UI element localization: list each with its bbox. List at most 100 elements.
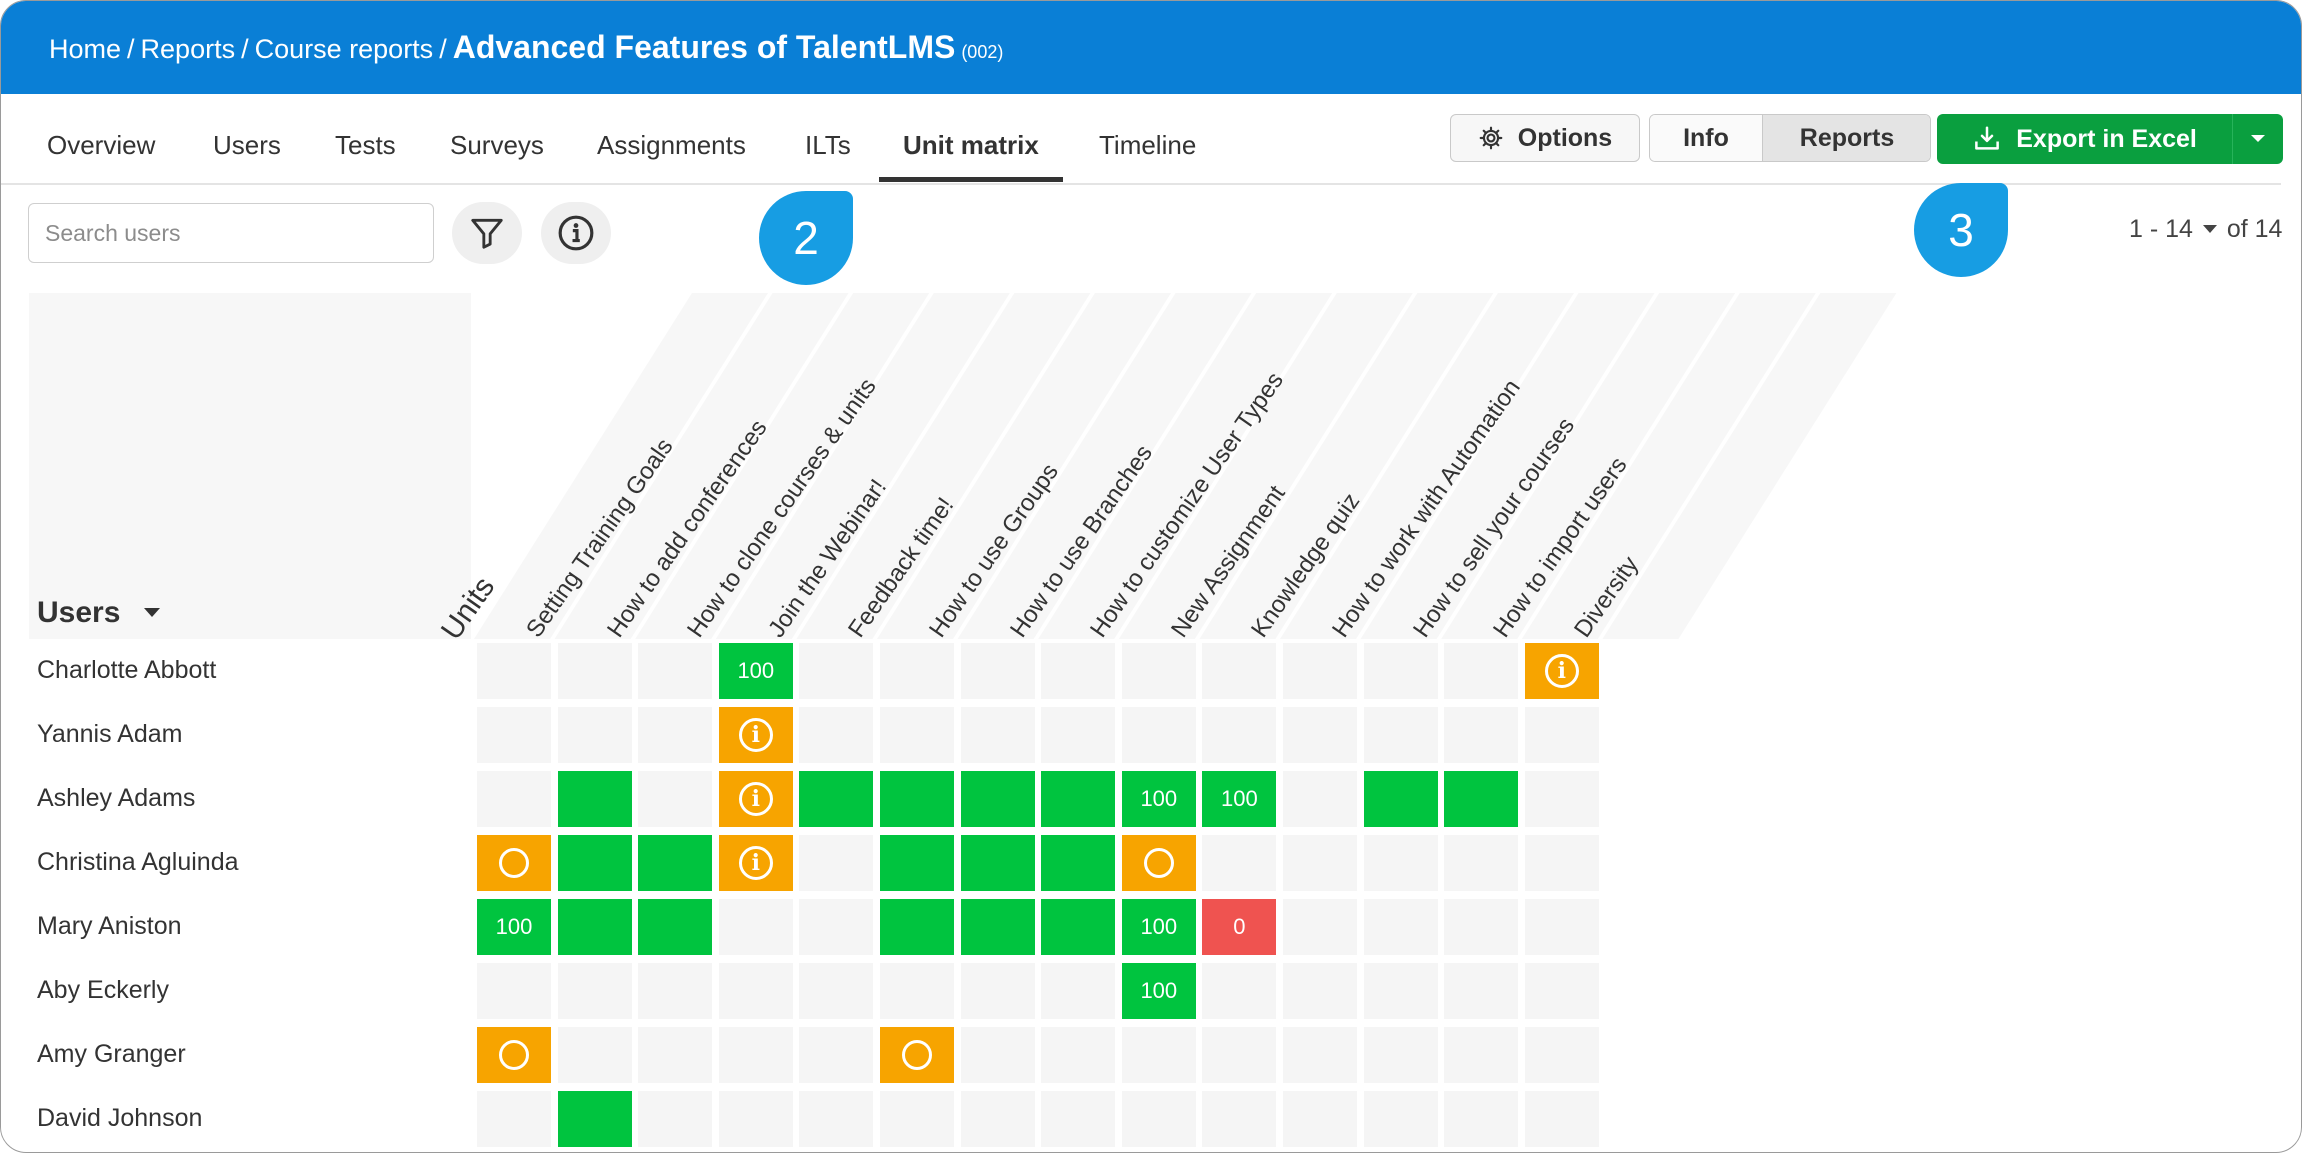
matrix-cell (1283, 643, 1357, 699)
search-input[interactable] (28, 203, 434, 263)
tab-ilts[interactable]: ILTs (805, 130, 851, 160)
export-excel-button[interactable]: Export in Excel (1937, 114, 2234, 164)
user-name-christina-agluinda[interactable]: Christina Agluinda (37, 848, 239, 876)
matrix-cell-score: 100 (495, 914, 533, 939)
matrix-cell[interactable]: 100 (477, 899, 551, 955)
filter-icon (471, 218, 503, 249)
matrix-cell (1444, 1091, 1519, 1147)
matrix-cell (1121, 707, 1196, 763)
matrix-cell (638, 1027, 713, 1083)
matrix-cell[interactable] (638, 835, 713, 891)
matrix-cell[interactable]: 100 (1121, 963, 1196, 1019)
legend-info-button[interactable] (541, 202, 611, 264)
matrix-cell[interactable] (880, 1027, 954, 1083)
matrix-cell (880, 643, 954, 699)
pagination[interactable]: 1 - 14 of 14 (2129, 215, 2282, 244)
matrix-cell[interactable] (960, 899, 1035, 955)
matrix-cell[interactable] (960, 835, 1035, 891)
tab-surveys[interactable]: Surveys (450, 130, 544, 160)
user-name-ashley-adams[interactable]: Ashley Adams (37, 784, 196, 812)
matrix-cell[interactable] (880, 835, 954, 891)
page-title: Advanced Features of TalentLMS (452, 29, 956, 65)
tab-assignments[interactable]: Assignments (597, 130, 746, 160)
matrix-cell[interactable] (880, 899, 954, 955)
matrix-cell[interactable]: i (718, 771, 793, 827)
export-label: Export in Excel (2016, 124, 2197, 153)
users-sort-header[interactable]: Users (37, 596, 161, 630)
matrix-cell (1524, 899, 1599, 955)
matrix-cell[interactable]: 0 (1202, 899, 1277, 955)
matrix-cell[interactable]: 100 (1121, 771, 1196, 827)
tab-users[interactable]: Users (213, 130, 281, 160)
matrix-cell (1202, 963, 1277, 1019)
gear-icon (1479, 126, 1503, 150)
matrix-cell[interactable] (557, 899, 632, 955)
matrix-cell[interactable]: 100 (1121, 899, 1196, 955)
user-name-amy-granger[interactable]: Amy Granger (37, 1040, 186, 1068)
tab-overview[interactable]: Overview (47, 130, 156, 160)
user-name-charlotte-abbott[interactable]: Charlotte Abbott (37, 656, 217, 684)
tab-timeline[interactable]: Timeline (1099, 130, 1197, 160)
matrix-cell (1041, 643, 1116, 699)
matrix-cell[interactable] (477, 1027, 551, 1083)
matrix-cell (799, 899, 874, 955)
matrix-cell[interactable] (477, 835, 551, 891)
matrix-cell-score: 0 (1233, 914, 1246, 939)
matrix-cell (477, 707, 551, 763)
matrix-cell (638, 643, 713, 699)
column-header-stripe (1602, 293, 1897, 639)
matrix-cell (1121, 1027, 1196, 1083)
matrix-cell[interactable]: 100 (1202, 771, 1277, 827)
matrix-cell[interactable]: i (718, 707, 793, 763)
user-name-mary-aniston[interactable]: Mary Aniston (37, 912, 182, 940)
matrix-cell-score: 100 (1140, 914, 1178, 939)
breadcrumb-course-reports[interactable]: Course reports (254, 34, 434, 64)
matrix-cell (1444, 1027, 1519, 1083)
user-name-david-johnson[interactable]: David Johnson (37, 1104, 203, 1132)
matrix-cell (960, 707, 1035, 763)
export-options-dropdown[interactable] (2233, 114, 2283, 164)
matrix-cell-score: 100 (1140, 978, 1178, 1003)
matrix-cell[interactable] (1121, 835, 1196, 891)
matrix-cell (960, 1027, 1035, 1083)
matrix-cell[interactable] (1444, 771, 1519, 827)
matrix-cell (1283, 963, 1357, 1019)
matrix-cell[interactable]: 100 (718, 643, 793, 699)
matrix-cell[interactable] (557, 835, 632, 891)
matrix-cell[interactable] (1041, 899, 1116, 955)
breadcrumb: Home / Reports / Course reports / Advanced Fea… (49, 29, 1003, 66)
matrix-cell[interactable] (557, 771, 632, 827)
info-button[interactable]: Info (1650, 115, 1763, 161)
user-name-aby-eckerly[interactable]: Aby Eckerly (37, 976, 169, 1004)
breadcrumb-reports[interactable]: Reports (140, 34, 236, 64)
matrix-cell (1283, 1091, 1357, 1147)
matrix-cell (1363, 963, 1438, 1019)
matrix-cell (1283, 707, 1357, 763)
pending-info-icon: i (738, 782, 773, 816)
breadcrumb-home[interactable]: Home (49, 34, 122, 64)
matrix-cell (718, 1091, 793, 1147)
matrix-cell[interactable]: i (1524, 643, 1599, 699)
filter-button[interactable] (452, 202, 522, 264)
reports-button[interactable]: Reports (1763, 115, 1930, 161)
matrix-cell[interactable] (638, 899, 713, 955)
tab-tests[interactable]: Tests (335, 130, 396, 160)
options-button[interactable]: Options (1450, 114, 1640, 162)
matrix-cell[interactable] (1041, 835, 1116, 891)
matrix-cell[interactable] (1041, 771, 1116, 827)
matrix-cell (1041, 963, 1116, 1019)
caret-down-icon (143, 608, 160, 617)
matrix-cell[interactable]: i (718, 835, 793, 891)
matrix-cell[interactable] (557, 1091, 632, 1147)
matrix-cell[interactable] (960, 771, 1035, 827)
matrix-cell (477, 771, 551, 827)
matrix-cell[interactable] (1363, 771, 1438, 827)
tab-unit-matrix[interactable]: Unit matrix (879, 95, 1063, 182)
matrix-cell (1363, 835, 1438, 891)
matrix-cell[interactable] (799, 771, 874, 827)
matrix-cell[interactable] (880, 771, 954, 827)
matrix-cell (1202, 707, 1277, 763)
matrix-cell (557, 707, 632, 763)
user-name-yannis-adam[interactable]: Yannis Adam (37, 720, 183, 748)
unit-column-label-diversity: Diversity (1568, 551, 1644, 643)
